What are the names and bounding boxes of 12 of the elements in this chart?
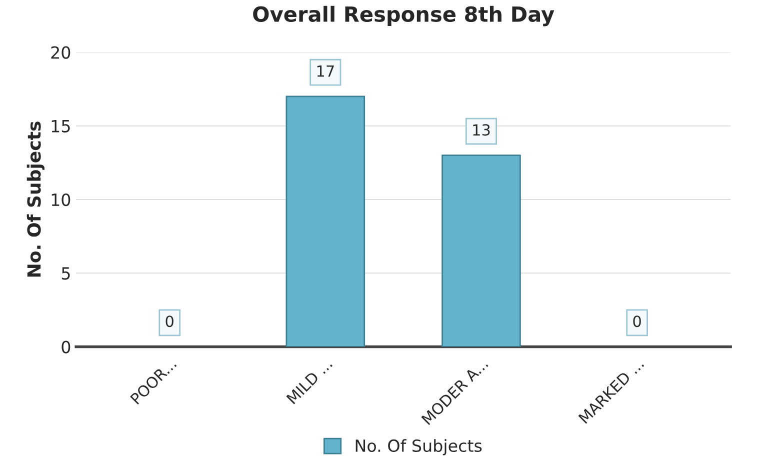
y-tick-label: 10 (52, 193, 70, 206)
data-label: 0 (633, 316, 641, 328)
data-label: 13 (473, 124, 490, 136)
legend-label: No. Of Subjects (356, 439, 482, 456)
y-tick-label: 20 (51, 46, 70, 59)
y-tick-label: 5 (62, 267, 70, 280)
y-axis-title: No. Of Subjects (26, 122, 44, 277)
y-tick-label: 0 (62, 340, 70, 354)
data-label: 17 (317, 65, 334, 77)
y-tick-label: 15 (52, 120, 70, 132)
data-label: 0 (166, 316, 174, 328)
chart-title: Overall Response 8th Day (253, 6, 554, 26)
